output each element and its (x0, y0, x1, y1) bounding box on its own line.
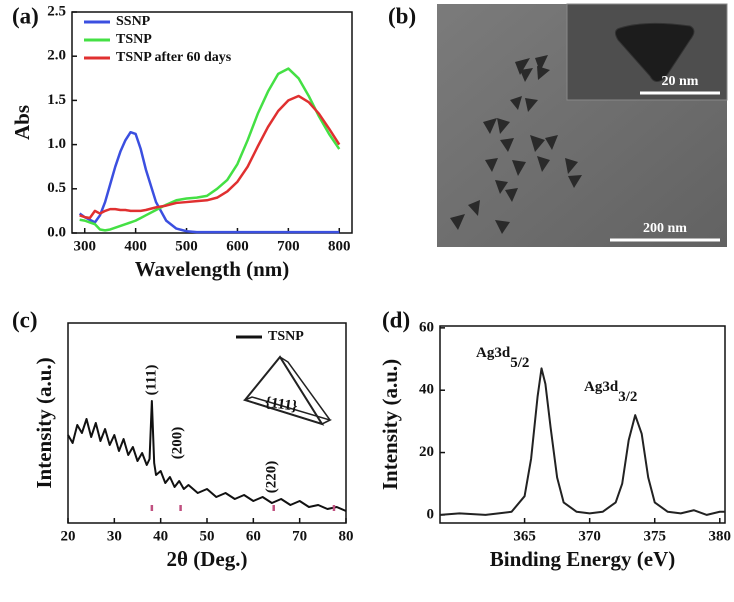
legend-label: TSNP (116, 32, 152, 47)
x-tick-label: 365 (513, 528, 536, 544)
x-tick-label: 60 (246, 528, 261, 544)
nanoprisms (450, 55, 582, 234)
x-tick-label: 500 (175, 238, 198, 254)
y-tick-label: 1.0 (47, 136, 66, 152)
legend-label: SSNP (116, 14, 151, 29)
x-tick-label: 50 (200, 528, 215, 544)
scale-label: 200 nm (643, 221, 687, 236)
y-axis-label: Intensity (a.u.) (32, 357, 56, 488)
peak-label: Ag3d3/2 (584, 379, 637, 405)
legend-label: TSNP (268, 329, 304, 344)
y-tick-label: 0.5 (47, 180, 66, 196)
plot-frame (439, 325, 726, 524)
y-tick-label: 0.0 (47, 224, 66, 240)
xrd-inset (242, 355, 333, 426)
panel-label: (a) (12, 3, 39, 28)
series-line (79, 67, 341, 232)
x-tick-label: 400 (124, 238, 147, 254)
peak-label-main: Ag3d (584, 379, 619, 395)
y-tick-label: 2.5 (47, 3, 66, 19)
series-line (67, 400, 347, 512)
x-tick-label: 800 (328, 238, 351, 254)
panel-label: (b) (388, 3, 416, 28)
series-line (78, 130, 340, 234)
inset-prism (614, 22, 695, 82)
peak-label-main: Ag3d (476, 345, 511, 361)
peak-label-sub: 5/2 (510, 355, 529, 371)
inset-label: {111} (264, 395, 299, 415)
x-tick-label: 600 (226, 238, 249, 254)
x-axis-label: 2θ (Deg.) (167, 547, 248, 571)
peak-label: Ag3d5/2 (476, 345, 529, 371)
x-tick-label: 20 (61, 528, 76, 544)
x-tick-label: 370 (578, 528, 601, 544)
x-tick-label: 30 (107, 528, 122, 544)
x-tick-label: 375 (643, 528, 666, 544)
panel-label: (d) (382, 307, 410, 332)
legend-label: TSNP after 60 days (116, 50, 232, 65)
peak-label-sub: 3/2 (618, 389, 637, 405)
peak-label: (111) (143, 365, 159, 396)
x-axis-label: Binding Energy (eV) (490, 547, 676, 571)
x-tick-label: 700 (277, 238, 300, 254)
y-tick-label: 2.0 (47, 48, 66, 64)
y-tick-label: 0 (427, 506, 435, 522)
y-tick-label: 60 (419, 319, 434, 335)
y-tick-label: 1.5 (47, 92, 66, 108)
x-tick-label: 80 (339, 528, 354, 544)
panel-label: (c) (12, 307, 38, 332)
x-tick-label: 300 (73, 238, 96, 254)
plot-frame (67, 322, 347, 524)
y-tick-label: 40 (419, 382, 434, 398)
series-line (79, 94, 341, 220)
y-tick-label: 20 (419, 444, 434, 460)
y-axis-label: Abs (10, 105, 34, 140)
y-axis-label: Intensity (a.u.) (378, 359, 402, 490)
peak-label: (220) (263, 461, 279, 494)
tem-image (437, 3, 728, 247)
x-tick-label: 380 (709, 528, 732, 544)
peak-label: (200) (169, 427, 185, 460)
x-axis-label: Wavelength (nm) (135, 257, 290, 281)
inset-scale-label: 20 nm (662, 74, 699, 89)
series-line (439, 367, 725, 516)
x-tick-label: 40 (153, 528, 168, 544)
x-tick-label: 70 (292, 528, 307, 544)
